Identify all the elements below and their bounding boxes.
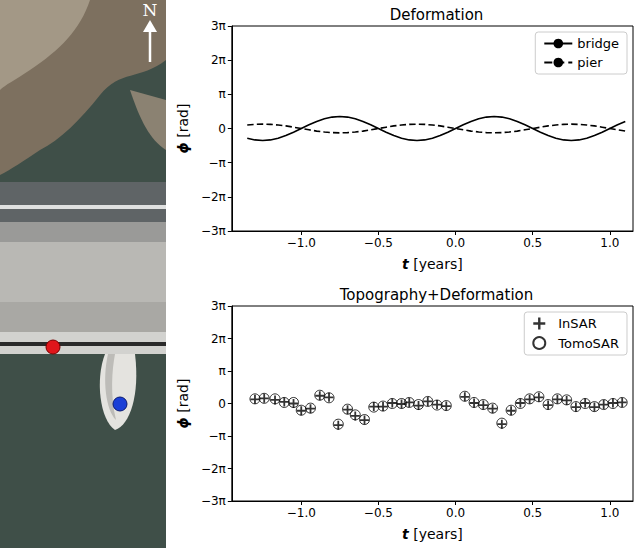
svg-text:Deformation: Deformation: [390, 6, 484, 24]
svg-text:−0.5: −0.5: [364, 236, 393, 250]
svg-text:−1.0: −1.0: [287, 236, 316, 250]
svg-text:3π: 3π: [211, 299, 226, 313]
svg-text:t: t: [402, 256, 409, 272]
svg-text:−3π: −3π: [201, 494, 226, 508]
svg-text:[years]: [years]: [409, 256, 463, 272]
svg-text:−0.5: −0.5: [364, 506, 393, 520]
svg-text:Topography+Deformation: Topography+Deformation: [339, 286, 534, 304]
svg-text:1.0: 1.0: [600, 506, 619, 520]
svg-text:bridge: bridge: [577, 36, 619, 51]
svg-text:0: 0: [218, 397, 226, 411]
svg-text:0: 0: [218, 122, 226, 136]
svg-text:pier: pier: [577, 55, 603, 70]
svg-text:[rad]: [rad]: [175, 104, 191, 143]
svg-text:−1.0: −1.0: [287, 506, 316, 520]
svg-text:0.0: 0.0: [446, 236, 465, 250]
svg-text:0.5: 0.5: [523, 236, 542, 250]
svg-text:π: π: [219, 364, 226, 378]
svg-text:3π: 3π: [211, 19, 226, 33]
svg-text:[rad]: [rad]: [175, 379, 191, 418]
svg-text:t: t: [402, 526, 409, 542]
svg-text:−2π: −2π: [201, 462, 226, 476]
svg-text:ϕ: ϕ: [175, 417, 191, 428]
svg-text:2π: 2π: [211, 53, 226, 67]
svg-text:−3π: −3π: [201, 224, 226, 238]
svg-text:InSAR: InSAR: [558, 316, 597, 331]
svg-text:[years]: [years]: [409, 526, 463, 542]
svg-text:−2π: −2π: [201, 190, 226, 204]
svg-text:ϕ: ϕ: [175, 142, 191, 153]
svg-text:−π: −π: [209, 156, 226, 170]
svg-text:−π: −π: [209, 429, 226, 443]
svg-text:π: π: [219, 87, 226, 101]
svg-text:N: N: [143, 0, 158, 20]
svg-text:1.0: 1.0: [600, 236, 619, 250]
svg-text:0.5: 0.5: [523, 506, 542, 520]
svg-text:0.0: 0.0: [446, 506, 465, 520]
svg-text:TomoSAR: TomoSAR: [557, 336, 619, 351]
svg-text:2π: 2π: [211, 332, 226, 346]
